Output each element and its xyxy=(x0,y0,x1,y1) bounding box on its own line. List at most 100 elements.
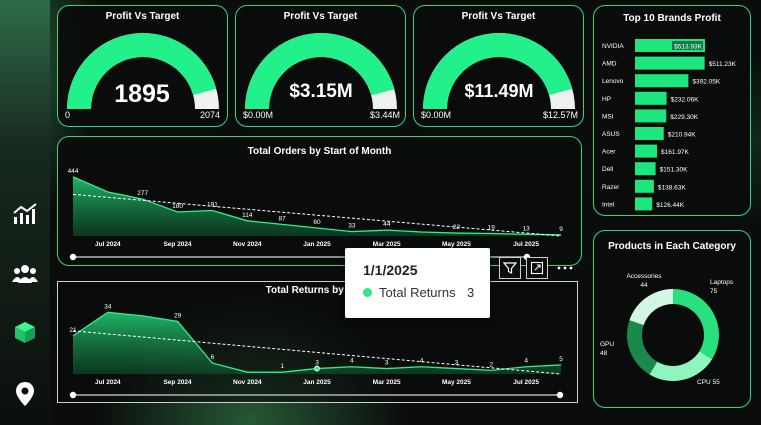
data-label: 87 xyxy=(279,215,287,222)
gauge-title: Profit Vs Target xyxy=(283,11,358,22)
brand-label: Acer xyxy=(602,149,616,156)
data-label: 60 xyxy=(313,219,321,226)
brand-value-label: $151.30K xyxy=(660,167,688,174)
gauge-fill xyxy=(245,33,395,109)
data-label: 29 xyxy=(174,312,182,319)
zoom-slider-handle[interactable] xyxy=(556,391,564,399)
brand-value-label: $392.05K xyxy=(692,79,720,86)
gauge-title: Profit Vs Target xyxy=(461,11,536,22)
data-label: 4 xyxy=(524,358,528,365)
orders-area-chart: 444 277 180 191 114 87 60 33 44 22 19 13 9 Jul 2024 Se… xyxy=(68,168,563,261)
trend-line xyxy=(72,330,562,375)
brand-label: NVIDIA xyxy=(602,43,624,50)
category-title: Products in Each Category xyxy=(608,241,736,252)
more-options-button[interactable] xyxy=(554,257,576,279)
zoom-slider-handle[interactable] xyxy=(69,391,77,399)
orders-title: Total Orders by Start of Month xyxy=(247,146,392,157)
brand-label: Razer xyxy=(602,184,620,191)
data-label: 3 xyxy=(315,360,319,367)
gauge-value: $11.49M xyxy=(464,81,533,101)
gauge-min: $0.00M xyxy=(243,110,273,120)
brand-bar[interactable] xyxy=(635,197,653,211)
gauge-card-2: Profit Vs Target $3.15M $0.00M $3.44M xyxy=(235,5,406,127)
donut-slice[interactable] xyxy=(629,289,673,326)
brand-bar[interactable] xyxy=(635,179,654,193)
gauge-title: Profit Vs Target xyxy=(105,11,180,22)
gauge-max: 2074 xyxy=(200,110,220,120)
data-label: 2 xyxy=(489,361,493,368)
series-area[interactable] xyxy=(73,312,561,374)
data-label: 4 xyxy=(420,358,424,365)
brand-value-label: $229.30K xyxy=(670,114,698,121)
gauge-max: $3.44M xyxy=(370,110,400,120)
brand-bar[interactable] xyxy=(635,144,658,158)
data-label: 13 xyxy=(523,225,531,232)
returns-title: Total Returns by Start xyxy=(265,285,370,296)
x-tick-label: Jul 2024 xyxy=(95,379,121,386)
trend-line xyxy=(72,193,562,237)
brand-bar[interactable] xyxy=(635,162,656,176)
donut-slice[interactable] xyxy=(649,351,713,381)
donut-label: CPU 55 xyxy=(697,379,720,386)
x-tick-label: Jul 2025 xyxy=(513,379,539,386)
data-label: 34 xyxy=(104,303,112,310)
data-label: 9 xyxy=(559,226,563,233)
zoom-slider-handle[interactable] xyxy=(69,253,77,261)
data-label: 19 xyxy=(488,224,496,231)
gauge-2: $3.15M $0.00M $3.44M xyxy=(243,33,400,120)
brands-bar-chart: NVIDIA $513.93K AMD $511.23K Lenovo $392.05K H… xyxy=(602,39,737,211)
x-tick-label: Jan 2025 xyxy=(303,379,331,386)
donut-slice[interactable] xyxy=(673,289,719,360)
box-icon[interactable] xyxy=(11,318,39,346)
brand-bar[interactable] xyxy=(635,74,689,88)
donut-count: 48 xyxy=(600,350,608,357)
location-pin-icon[interactable] xyxy=(11,380,39,408)
brand-label: Dell xyxy=(602,166,614,173)
brand-label: HP xyxy=(602,96,611,103)
data-label: 444 xyxy=(68,168,79,175)
x-tick-label: May 2025 xyxy=(442,379,471,386)
gauge-value: $3.15M xyxy=(289,81,352,102)
gauge-card-3: Profit Vs Target $11.49M $0.00M $12.57M xyxy=(413,5,584,127)
data-label: 114 xyxy=(242,212,253,219)
series-area[interactable] xyxy=(73,176,561,236)
x-tick-label: Sep 2024 xyxy=(163,379,192,386)
sidebar xyxy=(0,0,50,425)
data-label: 6 xyxy=(211,354,215,361)
brand-bar[interactable] xyxy=(635,109,667,123)
users-icon[interactable] xyxy=(11,260,39,288)
donut-count: 44 xyxy=(640,282,648,289)
gauge-min: $0.00M xyxy=(421,110,451,120)
category-donut-chart: Laptops 75 CPU 55 GPU 48 Accessories 44 xyxy=(600,273,734,386)
gauge-max: $12.57M xyxy=(543,110,578,120)
expand-icon xyxy=(530,261,544,275)
donut-label: GPU xyxy=(600,341,614,348)
gauge-card-1: Profit Vs Target 1895 0 2074 xyxy=(57,5,228,127)
data-label: 180 xyxy=(172,203,183,210)
data-label: 3 xyxy=(455,360,459,367)
brand-bar[interactable] xyxy=(635,91,667,105)
series-line xyxy=(72,176,562,236)
gauge-min: 0 xyxy=(65,110,70,120)
hover-point[interactable] xyxy=(314,365,320,372)
bar-chart-icon[interactable] xyxy=(11,200,39,228)
donut-count: 75 xyxy=(710,288,718,295)
brand-value-highlight xyxy=(672,41,703,50)
focus-mode-button[interactable] xyxy=(526,257,548,279)
data-label: 277 xyxy=(137,190,148,197)
brand-bar[interactable] xyxy=(635,127,664,140)
brand-value-label: $232.06K xyxy=(671,96,699,103)
category-card: Products in Each Category Laptops 75 CPU 5… xyxy=(593,230,751,408)
donut-slice[interactable] xyxy=(627,320,658,375)
brand-bar[interactable] xyxy=(635,56,705,70)
filter-button[interactable] xyxy=(499,257,521,279)
data-label: 1 xyxy=(280,363,284,370)
brand-value-label: $210.94K xyxy=(668,132,696,139)
brand-label: AMD xyxy=(602,61,617,68)
brand-value-label: $138.63K xyxy=(658,184,686,191)
x-tick-label: Sep 2024 xyxy=(163,241,192,248)
brands-title: Top 10 Brands Profit xyxy=(623,13,721,24)
brand-label: Intel xyxy=(602,201,615,208)
donut-label: Laptops xyxy=(710,279,734,286)
data-label: 22 xyxy=(453,224,461,231)
